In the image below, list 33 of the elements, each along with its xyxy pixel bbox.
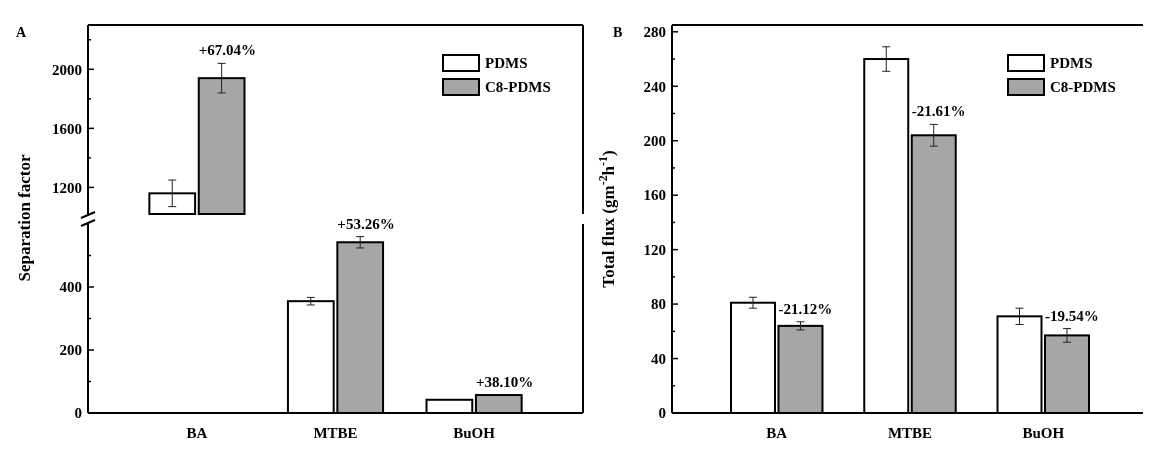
x-tick-label: BA [186,425,208,441]
annotation: +67.04% [198,42,257,59]
y-tick-label: 1200 [52,179,82,196]
y-tick-label: 0 [74,405,82,422]
y-tick-label: 200 [59,342,82,359]
y-tick-label: 40 [651,350,666,367]
annotation: +53.26% [337,215,395,232]
y-axis-title: Separation factor [15,154,34,282]
y-tick-label: 160 [643,187,666,204]
legend-label: PDMS [1050,55,1093,72]
y-tick-label: 2000 [52,61,82,78]
chart-title: A [16,25,27,40]
y-tick-label: 280 [643,24,666,41]
y-tick-label: 240 [643,78,666,95]
chart-title: B [613,25,623,40]
legend-label: PDMS [485,55,528,72]
x-tick-label: MTBE [887,425,933,441]
y-tick-label: 200 [643,132,666,149]
y-tick-label: 0 [658,405,666,422]
legend-label: C8-PDMS [485,79,551,96]
annotation: -21.61% [911,103,966,120]
x-tick-label: BuOH [453,425,496,441]
annotation: -19.54% [1045,307,1099,324]
y-tick-label: 400 [59,279,82,296]
y-tick-label: 1600 [52,120,82,137]
x-tick-label: BuOH [1022,425,1065,441]
annotation: -21.12% [778,300,833,317]
annotation: +38.10% [475,374,534,391]
x-tick-label: BA [766,425,788,441]
y-tick-label: 120 [643,241,666,258]
legend-label: C8-PDMS [1050,79,1116,96]
y-tick-label: 80 [651,296,666,313]
x-tick-label: MTBE [313,425,358,441]
